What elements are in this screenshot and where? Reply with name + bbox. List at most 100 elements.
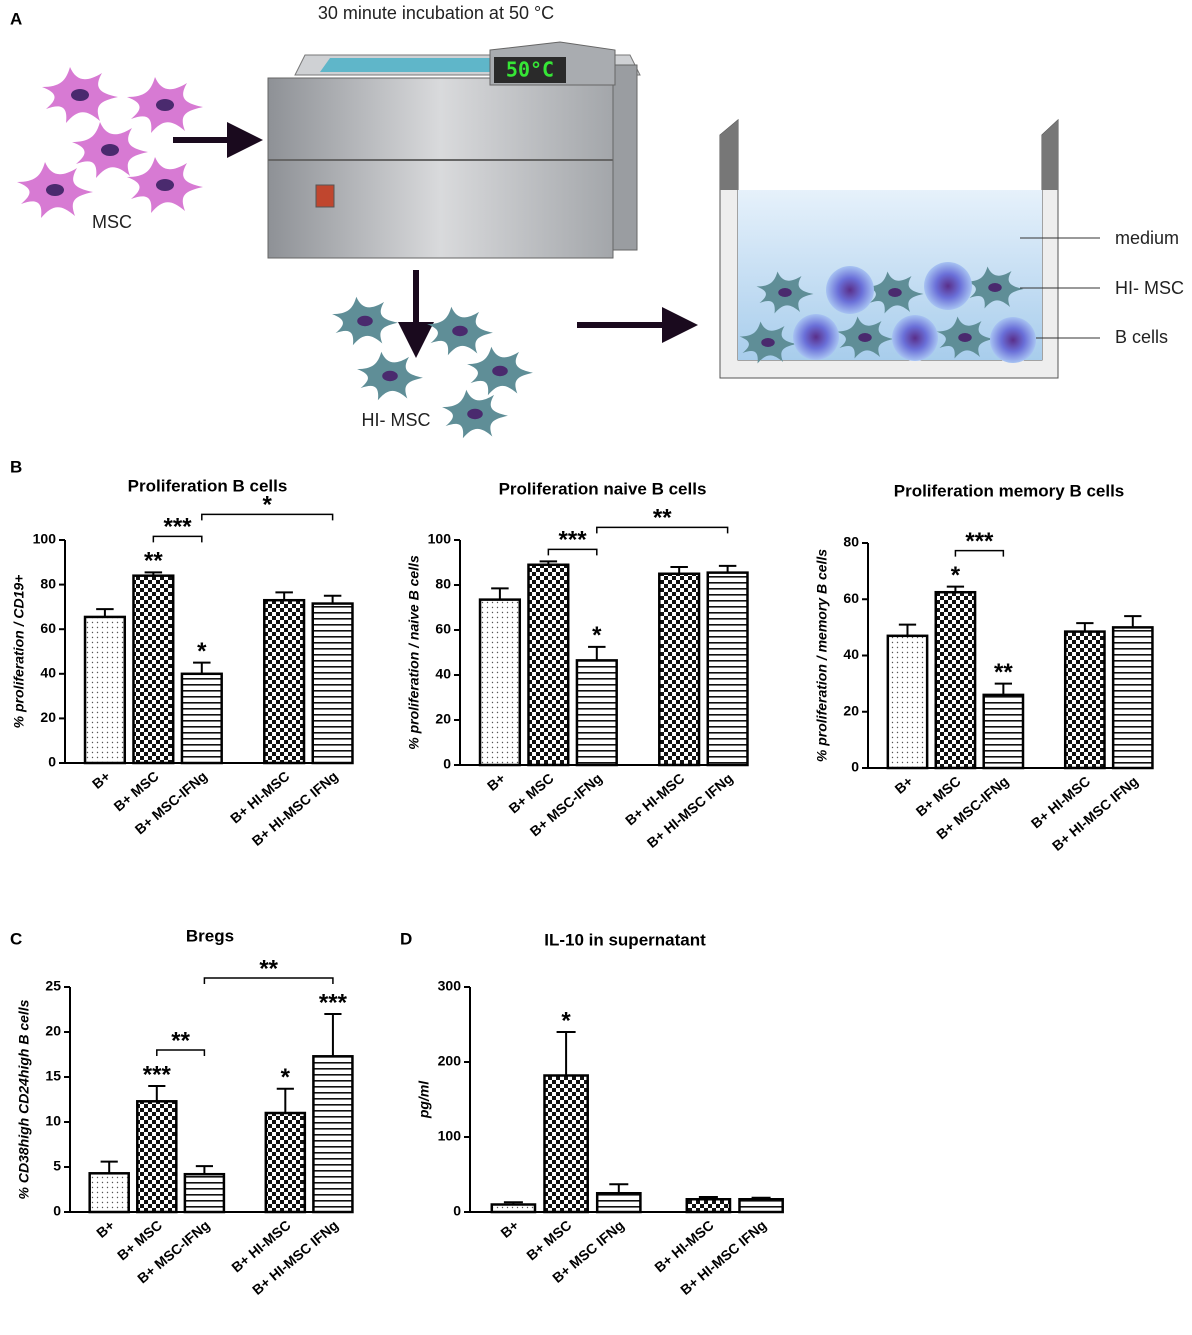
chart-title: IL-10 in supernatant [544, 930, 706, 949]
y-tick-label: 300 [438, 978, 462, 994]
error-bar [1076, 622, 1094, 632]
chart-title: Bregs [186, 926, 234, 945]
y-tick-label: 20 [435, 711, 451, 727]
error-bar [670, 566, 688, 574]
bar [478, 598, 522, 767]
panel-label: A [10, 9, 22, 28]
bracket-label: *** [965, 528, 994, 555]
significance: * [951, 562, 961, 589]
significance: * [281, 1064, 291, 1091]
y-tick-label: 0 [851, 759, 859, 775]
y-axis-label: pg/ml [416, 1080, 432, 1119]
y-tick-label: 100 [438, 1128, 462, 1144]
error-bar [276, 1087, 294, 1113]
y-tick-label: 60 [40, 620, 56, 636]
error-bar [148, 1085, 166, 1102]
bracket [954, 549, 1005, 557]
chart: Bregs % CD38high CD24high B cells 0 5 10 15 20… [16, 926, 354, 1298]
chart: Proliferation B cells % proliferation / C… [11, 476, 354, 849]
cell [127, 157, 203, 213]
bracket [201, 513, 334, 521]
bar [595, 1192, 642, 1214]
bar [311, 602, 354, 765]
chart-title: Proliferation memory B cells [894, 481, 1125, 500]
bath-display: 50°C [506, 58, 554, 82]
error-bar [898, 623, 917, 636]
error-bar [324, 1013, 342, 1057]
bar [180, 672, 223, 765]
error-bar [323, 594, 342, 604]
culture-well [719, 118, 1100, 379]
error-bar [144, 571, 163, 576]
significance: *** [319, 989, 348, 1016]
error-bar [718, 564, 737, 573]
bar [88, 1172, 130, 1214]
error-bar [556, 1031, 576, 1076]
y-tick-label: 20 [45, 1023, 61, 1039]
error-bar [994, 682, 1013, 695]
bar [738, 1198, 784, 1214]
bracket [156, 1049, 206, 1056]
significance: ** [144, 548, 163, 575]
bar [132, 574, 175, 765]
error-bar [1124, 615, 1142, 628]
bar [136, 1100, 178, 1214]
x-tick-label: B+ HI-MSC IFNg [249, 768, 341, 849]
x-tick-label: B+ MSC [523, 1217, 574, 1264]
cell [17, 162, 93, 218]
cell [357, 351, 423, 401]
bracket-label: * [263, 492, 273, 519]
bar [183, 1172, 226, 1214]
x-tick-label: B+ [891, 773, 915, 797]
bracket-label: ** [653, 505, 672, 532]
y-tick-label: 0 [443, 756, 451, 772]
bracket [547, 548, 598, 556]
cell [332, 296, 398, 346]
y-tick-label: 100 [33, 531, 57, 547]
y-tick-label: 0 [53, 1203, 61, 1219]
hi-msc-label: HI- MSC [362, 410, 431, 430]
error-bar [96, 608, 114, 617]
x-tick-label: B+ HI-MSC IFNg [1049, 773, 1141, 854]
water-bath: 50°C [267, 41, 641, 259]
chart-title: Proliferation naive B cells [499, 479, 707, 498]
error-bar [195, 1165, 213, 1175]
cell [127, 77, 203, 133]
y-tick-label: 200 [438, 1053, 462, 1069]
y-tick-label: 80 [435, 576, 451, 592]
x-tick-label: B+ HI-MSC IFNg [249, 1217, 341, 1298]
error-bar [751, 1196, 771, 1200]
incubation-title: 30 minute incubation at 50 °C [318, 3, 554, 23]
x-tick-label: B+ HI-MSC IFNg [644, 770, 736, 851]
cell [467, 346, 533, 396]
error-bar [946, 585, 965, 593]
chart: Proliferation memory B cells % proliferat… [814, 481, 1154, 854]
bar [934, 590, 977, 770]
error-bar [609, 1183, 629, 1194]
y-tick-label: 15 [45, 1068, 61, 1084]
significance: *** [143, 1061, 172, 1088]
x-tick-label: B+ [484, 770, 508, 794]
error-bar [588, 645, 606, 661]
significance: * [197, 638, 207, 665]
y-tick-label: 100 [428, 531, 452, 547]
error-bar [698, 1196, 718, 1200]
significance: * [592, 622, 602, 649]
error-bar [503, 1201, 523, 1205]
y-tick-label: 60 [843, 590, 859, 606]
chart: IL-10 in supernatant pg/ml 0 100 200 300 B+ * B+… [416, 930, 784, 1298]
legend-b-cells: B cells [1115, 327, 1168, 347]
y-tick-label: 40 [40, 665, 56, 681]
bar [685, 1198, 732, 1214]
cell [427, 306, 493, 356]
bar [312, 1055, 354, 1214]
chart-title: Proliferation B cells [128, 476, 288, 495]
y-tick-label: 0 [453, 1203, 461, 1219]
y-tick-label: 20 [40, 709, 56, 725]
x-tick-label: B+ [497, 1217, 521, 1241]
error-bar [491, 587, 509, 600]
error-bar [539, 560, 558, 565]
y-tick-label: 20 [843, 702, 859, 718]
error-bar [100, 1160, 118, 1174]
